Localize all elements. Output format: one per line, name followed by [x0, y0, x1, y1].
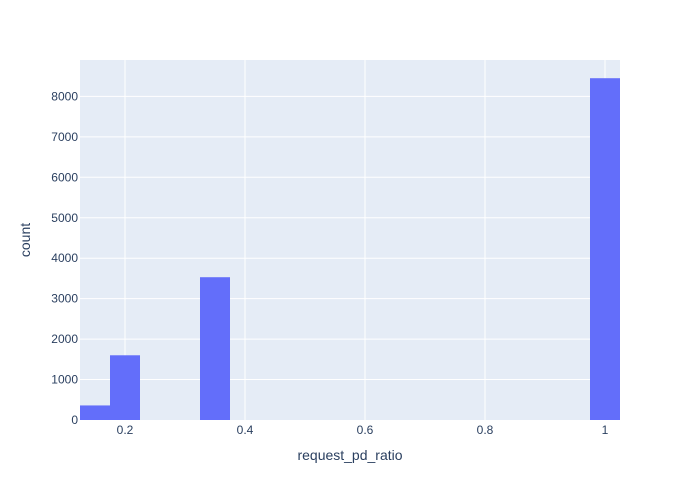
- histogram-bar[interactable]: [110, 355, 140, 420]
- y-axis-title: count: [17, 223, 33, 257]
- y-tick-label: 5000: [51, 211, 78, 225]
- x-tick-label: 1: [602, 423, 609, 437]
- x-axis-ticks: 0.2 0.4 0.6 0.8 1: [117, 423, 609, 437]
- x-tick-label: 0.8: [477, 423, 494, 437]
- histogram-bars: [80, 78, 620, 421]
- y-tick-label: 7000: [51, 130, 78, 144]
- y-tick-label: 3000: [51, 292, 78, 306]
- y-tick-label: 0: [71, 413, 78, 427]
- x-tick-label: 0.2: [117, 423, 134, 437]
- y-tick-label: 6000: [51, 170, 78, 184]
- x-axis-title: request_pd_ratio: [297, 447, 402, 463]
- y-axis-ticks: 0 1000 2000 3000 4000 5000 6000 7000 8000: [51, 89, 78, 427]
- y-tick-label: 8000: [51, 89, 78, 103]
- x-tick-label: 0.4: [237, 423, 254, 437]
- histogram-bar[interactable]: [200, 277, 230, 420]
- y-tick-label: 1000: [51, 373, 78, 387]
- histogram-bar[interactable]: [80, 405, 110, 420]
- y-tick-label: 4000: [51, 251, 78, 265]
- y-tick-label: 2000: [51, 332, 78, 346]
- histogram-bar[interactable]: [590, 78, 620, 421]
- x-tick-label: 0.6: [357, 423, 374, 437]
- plot-background: [80, 60, 620, 420]
